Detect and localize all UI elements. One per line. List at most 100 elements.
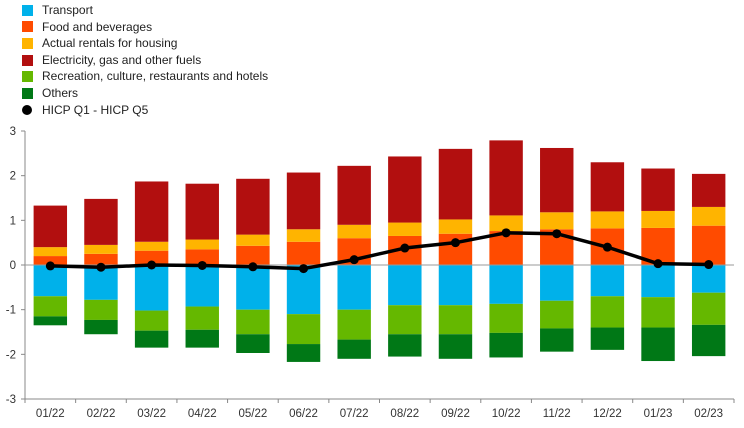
bar-segment bbox=[489, 215, 523, 232]
legend-label-hicp: HICP Q1 - HICP Q5 bbox=[42, 102, 149, 117]
bar-segment bbox=[540, 328, 574, 352]
bar-segment bbox=[286, 241, 321, 265]
bar-segment bbox=[286, 344, 321, 362]
x-tick-label: 05/22 bbox=[239, 408, 268, 420]
legend-item-recreation: Recreation, culture, restaurants and hot… bbox=[22, 68, 268, 85]
legend-label-others: Others bbox=[42, 85, 79, 100]
x-tick-label: 02/23 bbox=[694, 408, 723, 420]
x-tick-label: 08/22 bbox=[390, 408, 419, 420]
x-tick-label: 12/22 bbox=[593, 408, 622, 420]
hicp-point bbox=[501, 228, 511, 238]
bar-segment bbox=[286, 229, 321, 242]
bar-segment bbox=[438, 265, 473, 306]
bar-segment bbox=[337, 224, 371, 239]
bar-segment bbox=[134, 250, 169, 265]
bar-segment bbox=[236, 265, 270, 310]
legend-label-rentals: Actual rentals for housing bbox=[42, 36, 178, 51]
x-tick-label: 09/22 bbox=[441, 408, 470, 420]
x-tick-label: 11/22 bbox=[543, 408, 571, 420]
hicp-point bbox=[602, 242, 612, 252]
y-tick-label: 2 bbox=[10, 171, 16, 183]
bar-segment bbox=[185, 239, 219, 250]
legend-item-others: Others bbox=[22, 85, 268, 102]
bar-segment bbox=[438, 334, 473, 359]
bar-segment bbox=[33, 316, 68, 326]
bar-segment bbox=[540, 212, 574, 230]
bar-segment bbox=[134, 241, 169, 251]
hicp-point bbox=[197, 260, 207, 270]
bar-segment bbox=[489, 265, 523, 304]
bar-segment bbox=[691, 206, 726, 226]
x-tick-label: 01/23 bbox=[644, 408, 673, 420]
bar-segment bbox=[590, 265, 625, 297]
bar-segment bbox=[691, 265, 726, 293]
bar-segment bbox=[33, 247, 68, 257]
bar-segment bbox=[185, 306, 219, 330]
bar-segment bbox=[337, 165, 371, 225]
bar-segment bbox=[337, 309, 371, 340]
bar-segment bbox=[236, 309, 270, 335]
x-tick-label: 02/22 bbox=[87, 408, 116, 420]
bar-segment bbox=[388, 305, 422, 335]
bar-segment bbox=[641, 327, 675, 362]
bar-segment bbox=[185, 183, 219, 240]
legend-swatch-transport bbox=[22, 4, 33, 16]
bar-segment bbox=[33, 205, 68, 248]
bar-segment bbox=[388, 156, 422, 223]
bar-segment bbox=[691, 225, 726, 265]
legend-swatch-others bbox=[22, 87, 33, 99]
y-tick-label: 0 bbox=[10, 260, 16, 272]
bar-segment bbox=[388, 265, 422, 306]
x-tick-label: 03/22 bbox=[137, 408, 166, 420]
bar-segment bbox=[236, 245, 270, 265]
bar-segment bbox=[641, 265, 675, 298]
bar-segment bbox=[388, 334, 422, 357]
bar-segment bbox=[286, 314, 321, 345]
bar-segment bbox=[84, 244, 118, 254]
bars-group bbox=[33, 140, 726, 362]
bar-segment bbox=[489, 140, 523, 216]
hicp-point bbox=[400, 243, 410, 253]
bar-segment bbox=[236, 234, 270, 246]
bar-segment bbox=[438, 148, 473, 220]
bar-segment bbox=[84, 319, 118, 335]
bar-segment bbox=[540, 265, 574, 301]
legend-swatch-rentals bbox=[22, 37, 33, 49]
hicp-point bbox=[299, 264, 309, 274]
bar-segment bbox=[691, 324, 726, 357]
legend-label-transport: Transport bbox=[42, 3, 93, 17]
legend-swatch-recreation bbox=[22, 71, 33, 83]
bar-segment bbox=[388, 222, 422, 236]
legend-swatch-food bbox=[22, 21, 33, 33]
y-tick-label: -3 bbox=[6, 394, 16, 406]
bar-segment bbox=[84, 299, 118, 320]
legend-swatch-electricity bbox=[22, 54, 33, 66]
bar-segment bbox=[236, 178, 270, 235]
x-tick-label: 01/22 bbox=[36, 408, 65, 420]
bar-segment bbox=[134, 310, 169, 331]
bar-segment bbox=[540, 300, 574, 329]
legend-item-food: Food and beverages bbox=[22, 19, 268, 36]
bar-segment bbox=[691, 292, 726, 325]
bar-segment bbox=[185, 249, 219, 265]
legend-item-electricity: Electricity, gas and other fuels bbox=[22, 52, 268, 69]
bar-segment bbox=[33, 256, 68, 265]
bar-segment bbox=[590, 296, 625, 328]
x-tick-label: 04/22 bbox=[188, 408, 217, 420]
bar-segment bbox=[185, 265, 219, 307]
y-tick-label: -2 bbox=[6, 349, 16, 361]
bar-segment bbox=[337, 265, 371, 310]
legend-dot-hicp bbox=[22, 104, 32, 115]
bar-segment bbox=[134, 181, 169, 242]
bar-segment bbox=[641, 297, 675, 328]
hicp-point bbox=[552, 229, 562, 239]
hicp-line bbox=[50, 231, 709, 271]
bar-segment bbox=[641, 210, 675, 228]
legend: Transport Food and beverages Actual rent… bbox=[22, 2, 268, 118]
x-tick-label: 10/22 bbox=[492, 408, 521, 420]
hicp-point bbox=[450, 238, 460, 248]
bar-segment bbox=[590, 211, 625, 229]
hicp-point bbox=[653, 259, 663, 269]
bar-segment bbox=[185, 329, 219, 348]
